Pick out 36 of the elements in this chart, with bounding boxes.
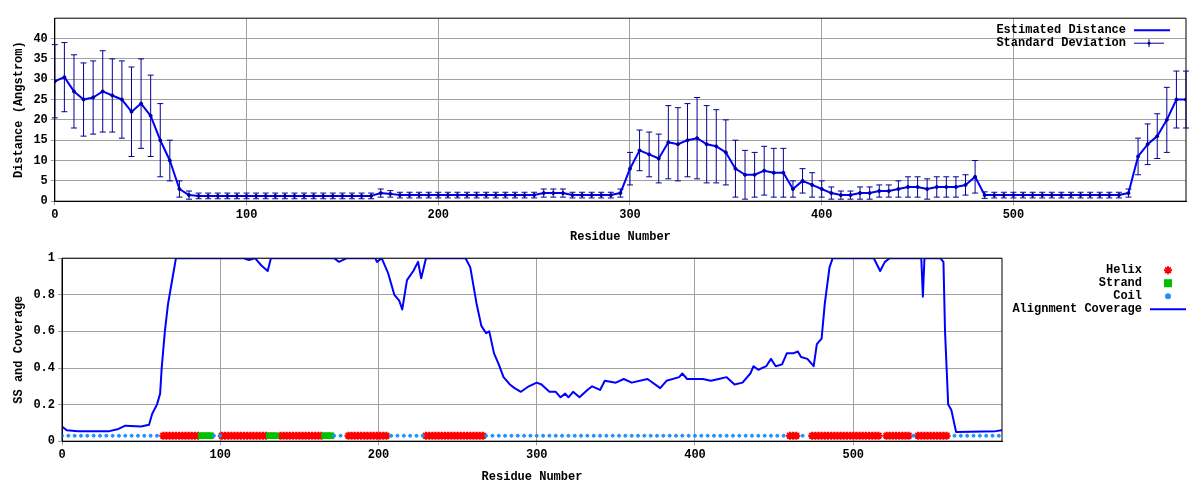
y-tick-label: 30 (33, 72, 48, 87)
y-axis-title: SS and Coverage (12, 295, 27, 404)
legend-label: Estimated Distance (996, 23, 1126, 38)
x-tick-label: 200 (427, 208, 450, 223)
x-axis-title: Residue Number (481, 469, 583, 484)
x-tick-label: 200 (367, 448, 390, 463)
y-tick-label: 0 (47, 434, 55, 449)
x-tick-label: 400 (684, 448, 706, 463)
y-tick-label: 0.4 (33, 361, 55, 376)
y-tick-label: 20 (33, 112, 48, 127)
y-tick-label: 0 (40, 194, 48, 209)
x-tick-label: 300 (619, 208, 641, 223)
y-tick-label: 35 (33, 51, 48, 66)
x-tick-label: 0 (58, 448, 66, 463)
y-tick-label: 40 (33, 31, 48, 46)
y-tick-label: 0.2 (33, 397, 55, 412)
y-tick-label: 25 (33, 92, 48, 107)
legend-label: Strand (1098, 276, 1142, 291)
y-tick-label: 0.6 (33, 324, 55, 339)
x-axis-title: Residue Number (569, 229, 671, 244)
y-tick-label: 5 (40, 173, 48, 188)
x-tick-label: 300 (525, 448, 548, 463)
legend-label: Coil (1113, 289, 1142, 304)
x-tick-label: 100 (235, 208, 258, 223)
y-tick-label: 10 (33, 153, 48, 168)
legend-label: Helix (1105, 263, 1142, 278)
x-tick-label: 400 (810, 208, 833, 223)
x-tick-label: 500 (842, 448, 865, 463)
y-axis-title: Distance (Angstrom) (12, 41, 27, 179)
y-tick-label: 1 (47, 251, 55, 266)
x-tick-label: 100 (209, 448, 232, 463)
legend-label: Standard Deviation (996, 36, 1126, 51)
y-tick-label: 0.8 (33, 287, 55, 302)
y-tick-label: 15 (33, 133, 48, 148)
x-tick-label: 500 (1002, 208, 1025, 223)
legend-label: Alignment Coverage (1012, 302, 1142, 317)
